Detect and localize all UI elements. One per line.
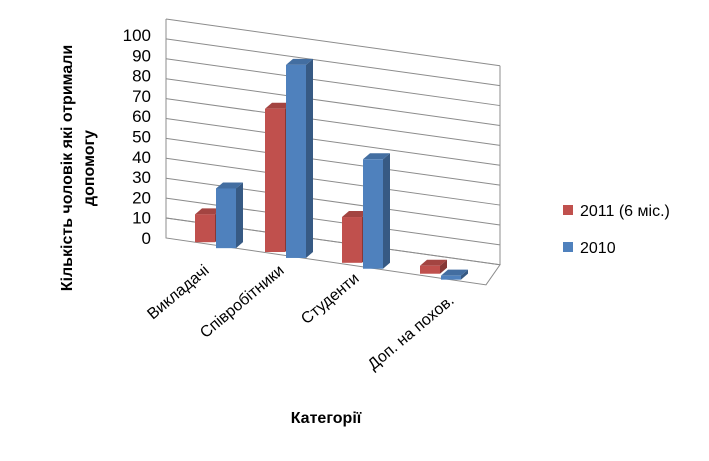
bar-side-1-0 (236, 182, 243, 249)
bar-1-3 (441, 275, 461, 280)
y-tick-0: 0 (142, 229, 151, 248)
category-label-0: Викладачі (144, 262, 212, 323)
gridline-40 (165, 137, 501, 186)
bars (195, 58, 468, 280)
gridline-60 (165, 98, 501, 146)
bar-top-0-2 (342, 211, 369, 218)
gridline-100 (165, 18, 501, 67)
bar-0-2 (342, 217, 362, 263)
bar-0-0 (195, 214, 215, 243)
legend: 2011 (6 міс.) 2010 (563, 203, 670, 257)
y-tick-30: 30 (132, 168, 151, 187)
y-axis-title-line-1: Кількість чоловік які отримали (59, 45, 76, 291)
gridline-90 (165, 38, 501, 87)
bar-1-2 (363, 159, 383, 269)
gridline-30 (165, 157, 501, 206)
bar-side-1-1 (306, 58, 313, 258)
legend-label-2011: 2011 (6 міс.) (580, 203, 670, 220)
y-tick-90: 90 (132, 46, 151, 65)
bar-top-1-2 (363, 153, 390, 160)
bar-top-0-1 (265, 102, 292, 109)
y-tick-100: 100 (123, 26, 151, 45)
bar-top-0-0 (195, 208, 222, 215)
bar-1-0 (216, 188, 236, 249)
y-tick-10: 10 (132, 209, 151, 228)
bar-side-0-3 (440, 259, 447, 274)
bar-top-0-3 (420, 259, 447, 266)
bar-top-1-3 (441, 269, 468, 276)
gridline-70 (165, 78, 501, 126)
bar-top-1-0 (216, 182, 243, 189)
category-label-2: Студенти (298, 270, 362, 328)
bar-side-1-2 (383, 153, 390, 269)
gridline-80 (165, 58, 501, 107)
bar-1-1 (286, 64, 306, 258)
y-tick-70: 70 (132, 87, 151, 106)
y-tick-20: 20 (132, 188, 151, 207)
bar-0-1 (265, 108, 285, 253)
legend-swatch-2011 (563, 205, 573, 215)
gridline-50 (165, 118, 501, 166)
bar-side-1-3 (461, 269, 468, 280)
category-label-3: Доп. на похов. (365, 292, 458, 374)
legend-label-2010: 2010 (580, 240, 616, 257)
bar-0-3 (420, 265, 440, 274)
legend-swatch-2010 (563, 242, 573, 252)
x-axis-title: Категорії (291, 410, 362, 427)
y-tick-60: 60 (132, 107, 151, 126)
gridlines (165, 18, 501, 266)
y-tick-50: 50 (132, 128, 151, 147)
bar-top-1-1 (286, 58, 313, 65)
y-axis-title-line-2: допомогу (81, 130, 98, 206)
y-tick-40: 40 (132, 148, 151, 167)
y-tick-80: 80 (132, 67, 151, 86)
